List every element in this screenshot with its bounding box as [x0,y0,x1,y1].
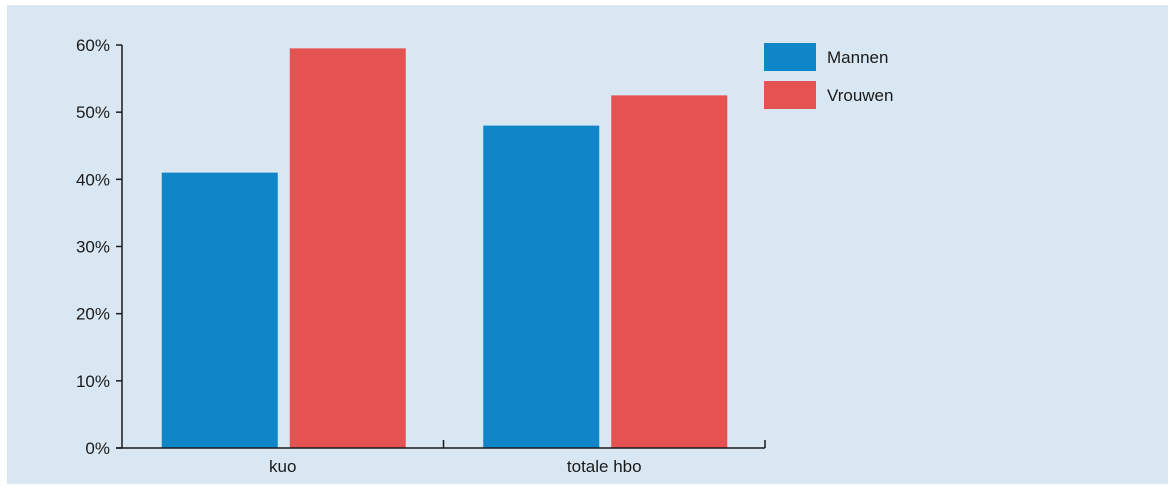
bar-vrouwen-kuo [289,48,406,448]
y-tick-label: 10% [76,372,110,391]
bar-mannen-kuo [161,172,278,448]
y-tick-label: 30% [76,238,110,257]
y-tick-label: 50% [76,103,110,122]
x-tick-label: kuo [269,457,296,476]
legend-label-vrouwen: Vrouwen [827,86,893,105]
bar-mannen-totale-hbo [483,125,600,448]
y-tick-label: 0% [85,439,110,458]
legend-swatch-vrouwen [764,81,816,109]
x-tick-label: totale hbo [567,457,642,476]
bar-vrouwen-totale-hbo [611,95,728,448]
y-tick-label: 40% [76,170,110,189]
legend-label-mannen: Mannen [827,48,888,67]
y-tick-label: 60% [76,36,110,55]
legend-swatch-mannen [764,43,816,71]
y-tick-label: 20% [76,305,110,324]
